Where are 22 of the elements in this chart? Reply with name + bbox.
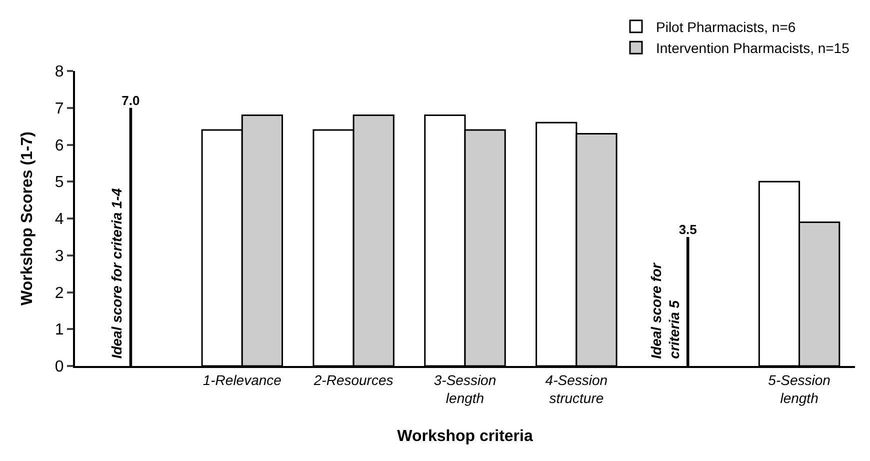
y-tick-label: 8 (54, 64, 64, 81)
x-tick-label: 1-Relevance (202, 372, 282, 388)
annotation: Ideal score for criteria 5 (648, 262, 682, 359)
y-tick-label: 0 (54, 358, 64, 376)
y-tick-label: 1 (54, 322, 64, 339)
data-label: 7.0 (122, 92, 140, 108)
y-tick-label: 3 (54, 248, 64, 265)
x-tick-label: 5-Session length (768, 372, 831, 406)
y-tick-label: 6 (54, 137, 64, 154)
x-tick-label: 4-Session structure (545, 372, 608, 406)
y-axis-title: Workshop Scores (1-7) (19, 132, 36, 306)
legend-label: Pilot Pharmacists, n=6 (656, 18, 796, 35)
x-tick-label: 3-Session length (434, 372, 496, 406)
y-tick-label: 5 (54, 174, 64, 192)
x-axis-title: Workshop criteria (397, 428, 533, 446)
annotation: Ideal score for criteria 1-4 (108, 188, 125, 359)
y-tick-label: 7 (54, 100, 64, 118)
legend-label: Intervention Pharmacists, n=15 (656, 40, 850, 56)
y-tick-label: 4 (54, 211, 64, 228)
y-tick-label: 2 (54, 284, 64, 302)
x-tick-label: 2-Resources (312, 372, 394, 388)
data-label: 3.5 (678, 222, 697, 237)
